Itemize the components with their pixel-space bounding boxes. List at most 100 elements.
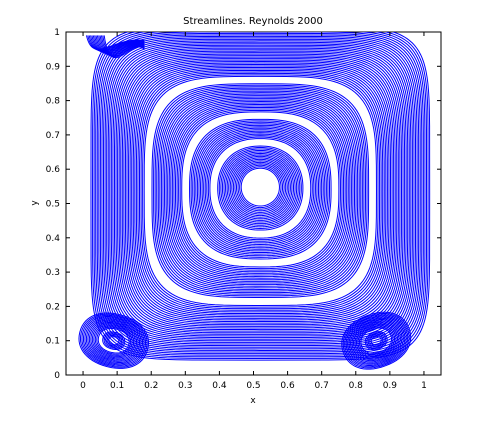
streamline-primary — [225, 152, 296, 223]
streamline-primary — [218, 146, 302, 229]
streamline-primary — [160, 92, 360, 289]
x-axis-label: x — [250, 396, 256, 406]
ticks-layer: 0 0.1 0.2 0.3 0.4 0.5 0.6 0.7 0.8 0.9 1 0 0.1 0.2 0.3 0… — [46, 28, 441, 391]
streamline-bottom-right — [366, 332, 387, 349]
streamline-bottom-left — [96, 326, 132, 355]
y-tick-label: 0.4 — [46, 234, 61, 244]
x-tick-label: 0.6 — [280, 381, 295, 391]
y-tick-label: 1 — [54, 28, 60, 38]
streamline-primary — [198, 127, 323, 250]
streamline-bottom-right — [342, 312, 410, 369]
streamline-primary — [181, 111, 340, 268]
streamline-primary — [156, 87, 365, 294]
streamline-primary — [240, 167, 280, 207]
streamline-primary — [93, 32, 428, 358]
streamline-primary — [167, 98, 354, 282]
streamline-primary — [201, 130, 320, 247]
x-tick-label: 0.3 — [178, 381, 192, 391]
streamline-primary — [134, 66, 387, 316]
streamline-primary — [231, 158, 290, 217]
streamline-bottom-left — [82, 316, 145, 366]
streamline-primary — [142, 74, 379, 308]
streamline-bottom-left — [85, 318, 142, 364]
streamline-bottom-right — [345, 315, 407, 366]
streamline-primary — [107, 41, 413, 343]
streamline-primary — [173, 104, 348, 276]
y-tick-label: 0.5 — [46, 200, 60, 210]
streamline-primary — [179, 109, 341, 270]
chart-title: Streamlines. Reynolds 2000 — [183, 16, 323, 27]
y-tick-label: 0.6 — [46, 165, 61, 175]
streamline-bottom-left — [88, 320, 139, 361]
streamline-primary — [171, 102, 349, 278]
streamline-primary — [204, 133, 316, 244]
streamline-primary — [232, 160, 288, 215]
streamline-primary — [217, 145, 304, 231]
x-tick-label: 0.4 — [212, 381, 227, 391]
streamline-primary — [129, 62, 392, 321]
streamline-bottom-right — [364, 331, 388, 351]
streamline-primary — [120, 53, 401, 331]
streamline-primary — [223, 151, 298, 225]
streamline-bottom-left — [81, 314, 147, 367]
streamline-primary — [193, 123, 327, 255]
streamline-primary — [143, 75, 377, 306]
streamline-bottom-left — [91, 323, 136, 359]
streamline-bottom-left — [108, 336, 120, 346]
streamline-bottom-right — [353, 321, 400, 360]
streamline-primary — [174, 105, 346, 274]
streamline-primary — [229, 157, 291, 218]
streamline-primary — [131, 64, 390, 319]
streamline-primary — [226, 154, 295, 221]
streamline-primary — [112, 46, 409, 339]
streamline-bottom-right — [360, 327, 393, 354]
streamline-bottom-right — [370, 336, 382, 346]
streamline-primary — [110, 44, 410, 340]
streamline-bottom-right — [350, 319, 403, 363]
x-tick-label: 0.7 — [315, 381, 329, 391]
streamline-primary — [157, 89, 363, 292]
streamline-primary — [162, 93, 359, 287]
streamline-primary — [178, 108, 343, 271]
streamline-bottom-right — [347, 316, 406, 365]
x-tick-label: 1 — [421, 381, 427, 391]
streamline-bottom-left — [103, 332, 124, 349]
streamline-primary — [128, 61, 393, 323]
streamline-primary — [196, 126, 324, 252]
streamline-bottom-right — [344, 314, 409, 368]
streamline-primary — [165, 96, 356, 284]
streamline-bottom-right — [355, 323, 397, 358]
y-axis-label: y — [30, 200, 40, 206]
streamline-primary — [126, 59, 395, 324]
streamline-bottom-left — [105, 333, 123, 348]
streamline-primary — [239, 166, 282, 209]
x-tick-label: 0.9 — [383, 381, 398, 391]
streamline-primary — [189, 118, 332, 260]
y-tick-label: 0.1 — [46, 337, 60, 347]
x-tick-label: 0.1 — [110, 381, 124, 391]
streamline-primary — [220, 148, 301, 228]
streamline-bottom-right — [369, 334, 384, 347]
streamline-primary — [228, 155, 293, 220]
streamline-primary — [164, 95, 357, 286]
streamline-bottom-left — [97, 327, 130, 354]
streamline-primary — [138, 71, 382, 311]
streamline-primary — [153, 84, 368, 297]
y-tick-label: 0.3 — [46, 268, 60, 278]
streamline-bottom-right — [351, 320, 401, 362]
streamline-primary — [154, 86, 367, 295]
streamline-primary — [124, 58, 396, 326]
streamline-primary — [234, 161, 287, 213]
streamline-bottom-right — [367, 333, 385, 348]
streamline-bottom-left — [79, 313, 148, 368]
streamline-primary — [170, 101, 351, 279]
streamline-bottom-right — [358, 326, 394, 356]
streamline-primary — [203, 132, 318, 246]
streamline-bottom-right — [348, 317, 404, 364]
streamline-primary — [168, 99, 352, 281]
streamline-bottom-right — [341, 311, 412, 370]
streamline-bottom-left — [106, 334, 121, 347]
streamline-primary — [159, 90, 362, 290]
streamline-primary — [200, 129, 321, 249]
